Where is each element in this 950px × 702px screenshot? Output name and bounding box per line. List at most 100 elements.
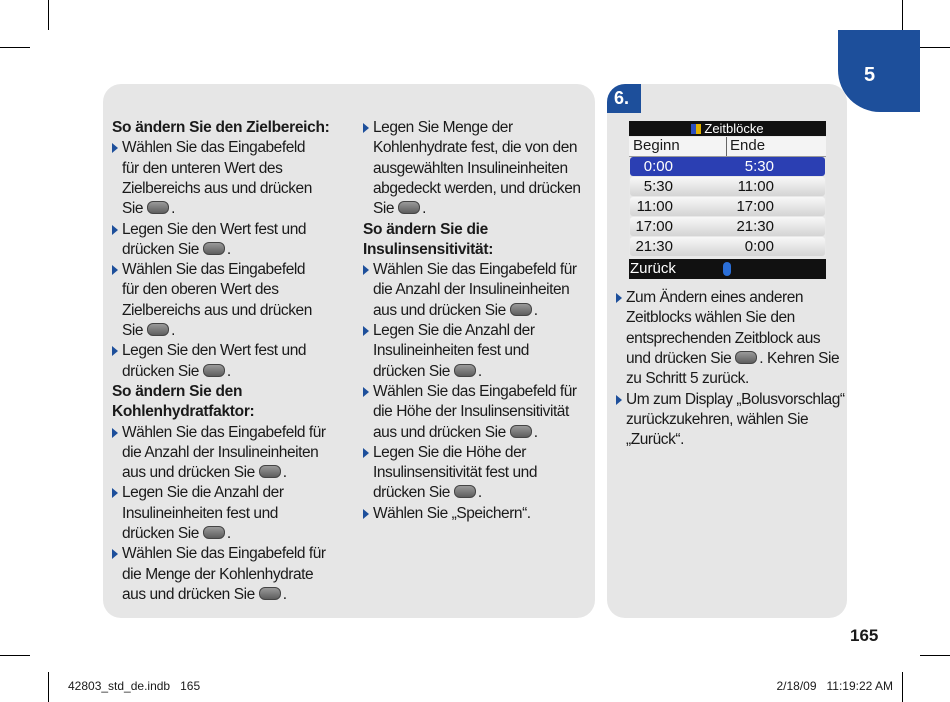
row-begin: 21:30 [635, 238, 673, 255]
bullet-line: Legen Sie den Wert fest und [122, 342, 307, 360]
bullet-line: Kohlenhydrate fest, die von den [373, 139, 578, 157]
text-segment: . Kehren Sie [759, 349, 840, 367]
bullet-line: die Menge der Kohlenhydrate [122, 565, 314, 583]
footer-left: 42803_std_de.indb 165 [68, 679, 201, 693]
bullet-line: Insulineinheiten fest und [122, 504, 278, 522]
text-segment: drücken Sie [373, 484, 450, 502]
screen-title: Zeitblöcke [704, 121, 764, 136]
row-begin: 11:00 [636, 198, 673, 215]
bullet-marker [112, 265, 118, 276]
bullet-line: Zielbereichs aus und drücken [122, 301, 312, 319]
chapter-number: 5 [864, 64, 876, 86]
screen-title-bar: Zeitblöcke [629, 121, 826, 136]
bullet-marker [363, 386, 369, 397]
text-segment: aus und drücken Sie [373, 301, 506, 319]
text-segment: . [226, 240, 231, 258]
row-begin: 17:00 [635, 218, 673, 235]
bullet-line: Sie. [122, 321, 175, 341]
heading-line: So ändern Sie den [112, 382, 243, 400]
bullet-line: Legen Sie Menge der [373, 119, 513, 136]
bullet-marker [112, 488, 118, 499]
bullet-line: Wählen Sie das Eingabefeld für [122, 545, 326, 563]
bluetooth-icon [723, 262, 731, 276]
text-segment: . [282, 585, 287, 603]
bullet-marker [112, 346, 118, 357]
header-begin: Beginn [633, 137, 680, 154]
row-end: 17:00 [736, 198, 774, 215]
row-end: 11:00 [737, 178, 774, 195]
header-end: Ende [730, 137, 766, 154]
bullet-line: Um zum Display „Bolusvorschlag“ [626, 390, 845, 408]
text-segment: . [477, 484, 482, 502]
bullet-line: Zeitblocks wählen Sie den [626, 309, 795, 327]
bullet-line: aus und drücken Sie. [373, 423, 538, 443]
header-divider [726, 137, 727, 156]
chapter-tab [838, 30, 920, 112]
bullet-marker [363, 326, 369, 336]
row-begin: 5:30 [643, 178, 673, 195]
button-icon [202, 241, 225, 255]
bullet-line: Legen Sie die Anzahl der [122, 484, 284, 502]
bullet-marker [363, 265, 369, 276]
bullet-line: Wählen Sie das Eingabefeld [122, 261, 306, 279]
bullet-marker [112, 143, 118, 154]
page-number: 165 [850, 626, 879, 645]
bullet-line: zu Schritt 5 zurück. [626, 370, 749, 388]
button-icon [202, 363, 225, 377]
bullet-marker [363, 123, 369, 133]
bullet-marker [616, 394, 622, 405]
row-end: 21:30 [736, 218, 774, 235]
screen-row-selected: 0:00 5:30 [630, 157, 825, 176]
text-segment: Sie [122, 322, 144, 339]
bullet-line: für den oberen Wert des [122, 281, 279, 299]
button-icon [147, 323, 170, 336]
bullet-line: Wählen Sie das Eingabefeld für [373, 261, 577, 279]
bullet-line: Legen Sie die Anzahl der [373, 322, 535, 339]
text-segment: drücken Sie [122, 362, 199, 380]
bullet-marker [616, 293, 622, 303]
text-segment: Sie [122, 200, 144, 218]
bullet-line: Wählen Sie das Eingabefeld für [122, 423, 326, 441]
row-end: 5:30 [744, 158, 774, 175]
screen-row: 21:30 0:00 [630, 237, 825, 256]
row-end: 0:00 [744, 238, 774, 255]
bullet-line: Legen Sie den Wert fest und [122, 220, 307, 238]
text-segment: . [533, 423, 538, 441]
bullet-marker [363, 508, 369, 519]
bullet-line: Wählen Sie „Speichern“. [373, 504, 531, 522]
text-segment: . [422, 200, 426, 218]
bullet-line: drücken Sie. [373, 483, 482, 503]
bullet-line: abgedeckt werden, und drücken [373, 179, 581, 197]
bullet-marker [112, 549, 118, 560]
bullet-line: Zielbereichs aus und drücken [122, 179, 312, 197]
button-icon [258, 465, 281, 479]
bullet-line: Zum Ändern eines anderen [626, 289, 804, 306]
button-icon [147, 201, 170, 215]
text-segment: . [226, 525, 231, 542]
text-segment: . [171, 200, 175, 218]
bullet-line: Insulinsensitivität fest und [373, 464, 538, 482]
footer-right: 2/18/09 11:19:22 AM [776, 679, 893, 693]
device-screen: Zeitblöcke Beginn Ende 0:00 5:30 5:30 11:00 11:… [629, 121, 826, 279]
bullet-line: für den unteren Wert des [122, 159, 283, 177]
text-segment: . [477, 362, 482, 380]
screen-icon [691, 124, 702, 134]
screen-row: 5:30 11:00 [630, 177, 825, 196]
bullet-line: die Anzahl der Insulineinheiten [373, 281, 570, 299]
bullet-line: zurückzukehren, wählen Sie [626, 410, 809, 428]
bullet-line: Insulineinheiten fest und [373, 342, 529, 360]
button-icon [258, 586, 281, 600]
heading-line: Insulinsensitivität: [363, 240, 494, 258]
text-segment: aus und drücken Sie [122, 585, 255, 603]
button-icon [202, 526, 225, 539]
bullet-line: aus und drücken Sie. [122, 463, 287, 483]
text-segment: und drücken Sie [626, 349, 732, 367]
screen-back: Zurück [630, 260, 676, 277]
text-segment: drücken Sie [122, 525, 199, 542]
bullet-marker [363, 447, 369, 458]
bullet-line: die Anzahl der Insulineinheiten [122, 443, 319, 461]
bullet-line: aus und drücken Sie. [122, 585, 287, 605]
bullet-line: ausgewählten Insulineinheiten [373, 159, 568, 177]
